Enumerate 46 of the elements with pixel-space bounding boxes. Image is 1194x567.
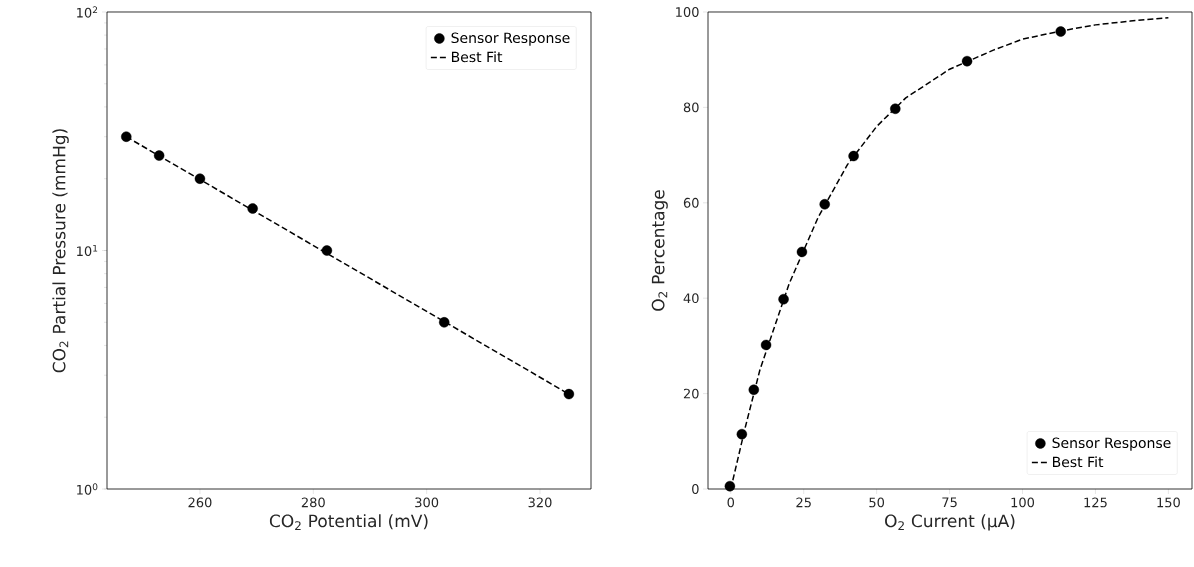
y-tick-label: 100 xyxy=(676,7,699,17)
point xyxy=(439,317,450,328)
point xyxy=(778,293,789,305)
y-tick-label: 20 xyxy=(683,388,699,399)
point xyxy=(321,245,333,256)
legend-label: Sensor Response xyxy=(1052,437,1171,451)
x-tick-label: 50 xyxy=(869,497,885,508)
x-tick-label: 100 xyxy=(1011,497,1035,508)
x-tick-label: 260 xyxy=(188,497,212,508)
point xyxy=(848,150,859,162)
legend-label: Sensor Response xyxy=(451,32,570,46)
x-tick-label: 150 xyxy=(1157,497,1180,508)
legend-label: Best Fit xyxy=(1053,456,1104,468)
y-tick-label: 0 xyxy=(692,484,699,494)
point xyxy=(961,55,973,67)
point xyxy=(724,480,736,492)
point xyxy=(563,388,575,400)
y-tick-label: 60 xyxy=(683,197,699,208)
x-axis-title: O$_{2}$ Current (μA) xyxy=(885,514,1015,531)
y-tick-label: 80 xyxy=(683,102,699,113)
x-tick-label: 0 xyxy=(727,497,735,508)
x-tick-label: 75 xyxy=(942,497,957,508)
point xyxy=(890,103,901,115)
point xyxy=(194,173,206,184)
x-tick-label: 25 xyxy=(796,497,811,508)
y-tick-label: 10$^{2}$ xyxy=(77,6,98,18)
x-tick-label: 300 xyxy=(415,497,439,508)
point xyxy=(819,199,830,210)
point xyxy=(736,428,748,440)
point xyxy=(796,246,808,258)
point xyxy=(1055,26,1066,37)
x-tick-label: 125 xyxy=(1084,497,1107,508)
y-axis-title: CO$_{2}$ Partial Pressure (mmHg) xyxy=(52,129,69,373)
x-tick-label: 320 xyxy=(528,497,552,508)
y-axis-title: O$_{2}$ Percentage xyxy=(651,190,668,311)
point xyxy=(153,150,165,161)
x-axis-title: CO$_{2}$ Potential (mV) xyxy=(269,514,428,531)
x-tick-label: 280 xyxy=(301,497,325,508)
y-tick-label: 10$^{1}$ xyxy=(77,244,98,257)
legend-label: Best Fit xyxy=(451,51,503,63)
y-tick-label: 40 xyxy=(683,293,699,304)
point xyxy=(748,384,760,395)
y-tick-label: 10$^{0}$ xyxy=(77,483,98,495)
point xyxy=(760,339,772,351)
point xyxy=(247,203,258,214)
point xyxy=(121,131,132,142)
